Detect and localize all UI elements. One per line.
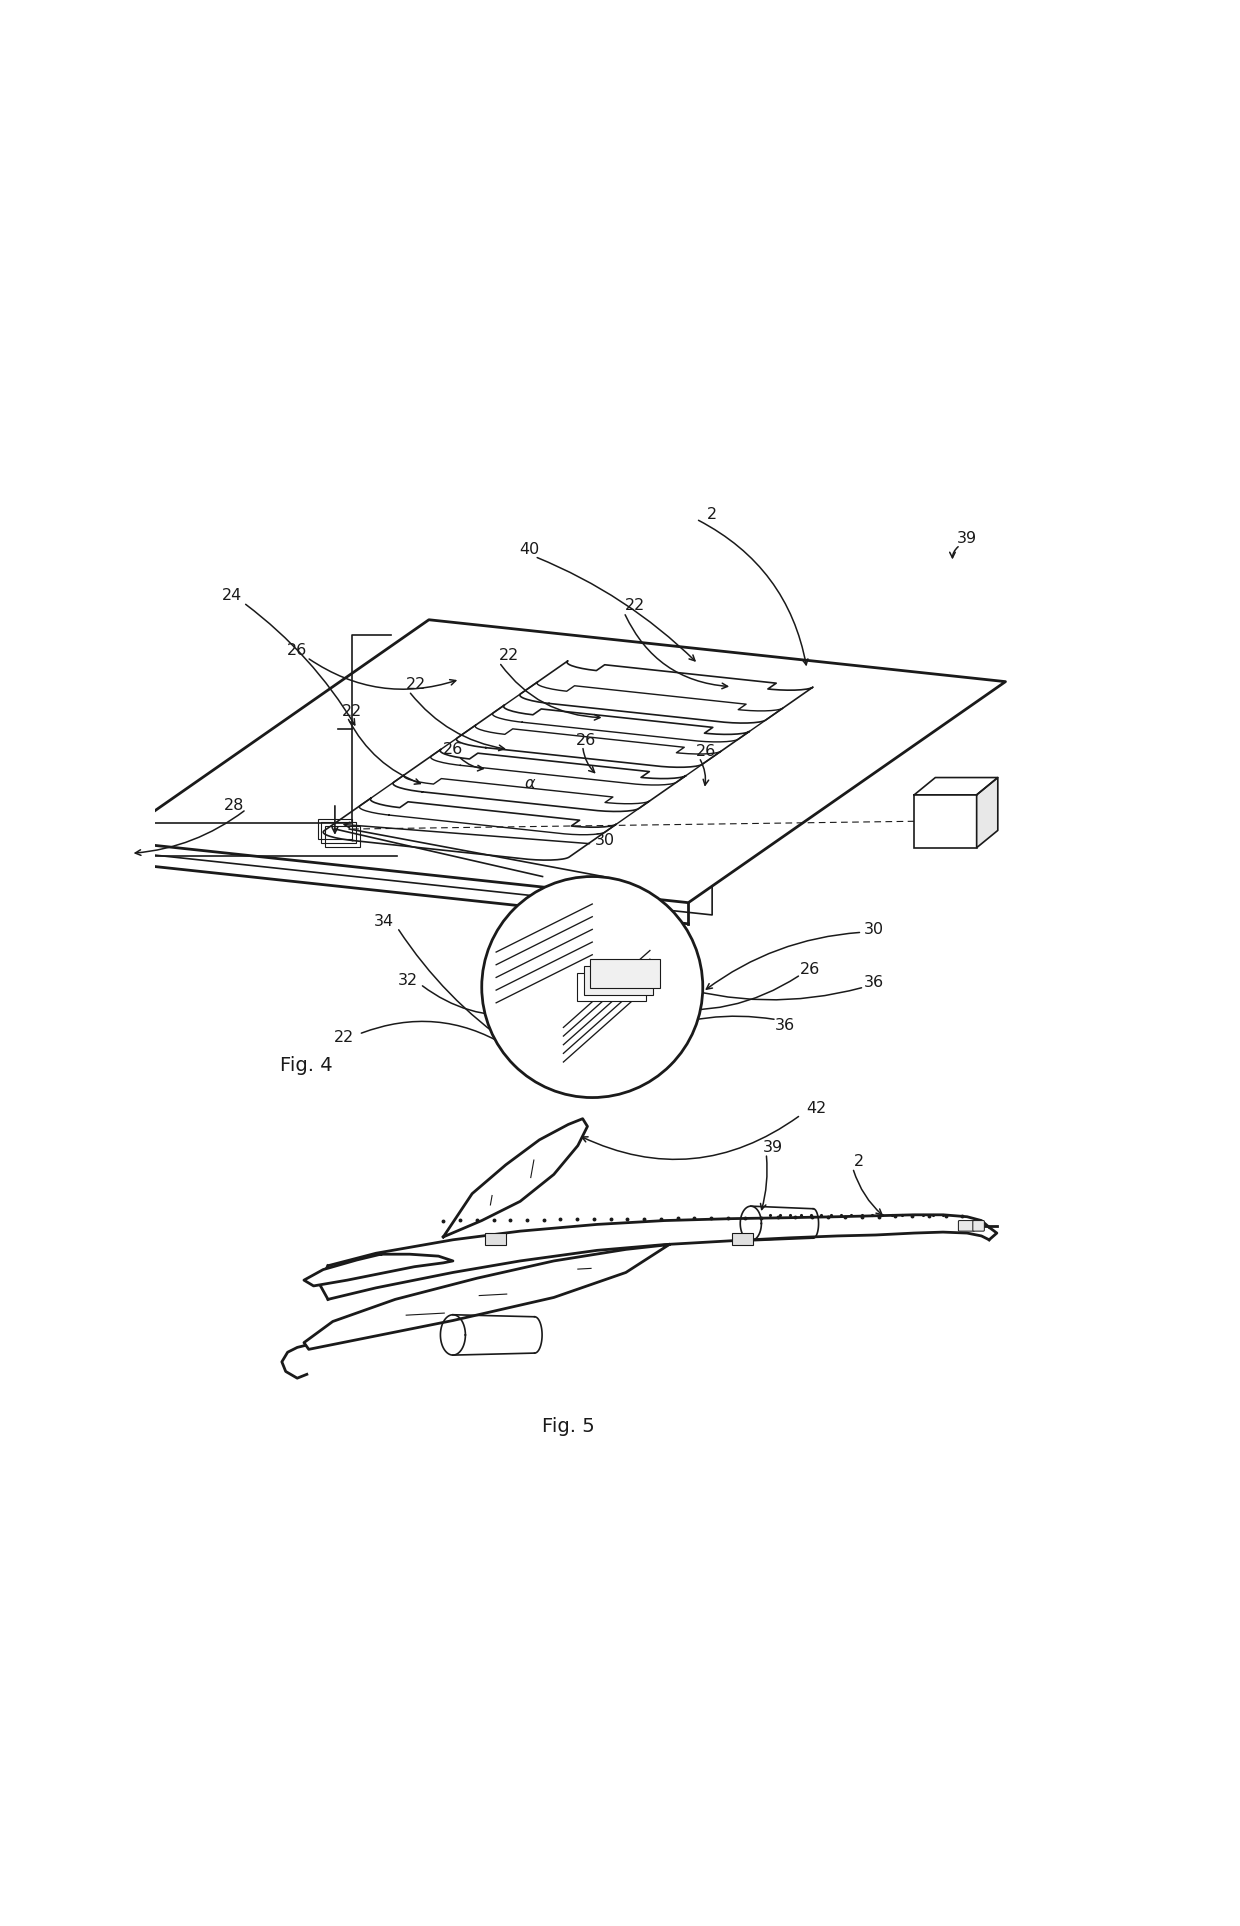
Bar [590,959,660,988]
Text: 38: 38 [949,807,968,822]
Text: 42: 42 [806,1100,826,1115]
Text: 32: 32 [398,973,418,988]
Text: 32: 32 [621,903,641,917]
Text: 40: 40 [520,543,539,557]
Text: 28: 28 [223,797,244,813]
Text: Fig. 4: Fig. 4 [280,1055,332,1075]
Text: 26: 26 [800,963,821,976]
Bar [321,822,356,844]
Text: 24: 24 [222,589,242,603]
Text: 26: 26 [696,743,715,759]
Text: 26: 26 [575,732,595,747]
Text: 22: 22 [498,647,518,663]
Text: 30: 30 [864,923,884,936]
Polygon shape [304,1254,453,1287]
Bar [914,795,977,847]
Text: 22: 22 [407,676,427,691]
Bar [584,967,652,994]
Text: 36: 36 [775,1019,795,1032]
FancyBboxPatch shape [959,1221,975,1231]
Text: α: α [525,776,534,792]
Text: 2: 2 [707,507,718,522]
Text: 26: 26 [288,643,308,659]
Bar [317,819,352,840]
Bar [577,973,646,1002]
Polygon shape [444,1119,588,1236]
Circle shape [481,876,703,1098]
Bar [485,1233,506,1244]
Polygon shape [977,778,998,847]
Bar [732,1233,753,1244]
Text: 36: 36 [864,975,884,990]
Text: 2: 2 [853,1154,863,1169]
FancyBboxPatch shape [973,1221,985,1231]
Text: 22: 22 [335,1030,355,1044]
Text: 26: 26 [443,742,463,757]
Text: 39: 39 [763,1140,782,1156]
Text: 22: 22 [342,703,362,718]
Polygon shape [304,1244,670,1350]
Polygon shape [914,778,998,795]
Text: 34: 34 [373,915,394,928]
Text: 39: 39 [957,532,977,545]
Text: Fig. 5: Fig. 5 [542,1418,595,1435]
Text: 32: 32 [522,907,543,923]
Text: 30: 30 [595,832,615,847]
Text: 22: 22 [625,599,646,612]
Bar [325,826,360,847]
